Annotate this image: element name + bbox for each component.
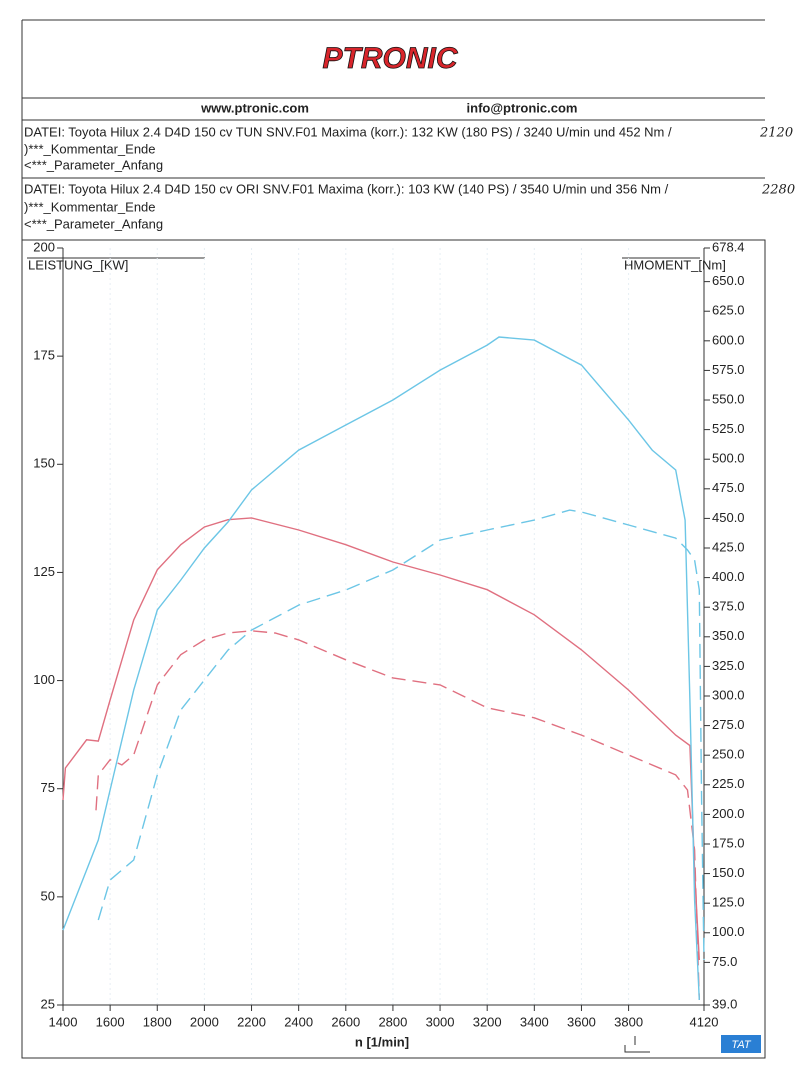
param: <***_Parameter_Anfang [24, 216, 163, 231]
power-torque-line [62, 517, 700, 961]
cursor-mark [624, 1036, 650, 1053]
badge-box [721, 1035, 761, 1053]
y2-tick-label: 425.0 [712, 539, 745, 554]
x-tick-label: 1400 [49, 1014, 78, 1029]
x-tick-label: 2200 [237, 1014, 266, 1029]
logo: PTRONIC [323, 42, 459, 75]
y2-tick-label: 100.0 [712, 924, 745, 939]
y-tick-label: 125 [33, 564, 55, 579]
y2-tick-label: 400.0 [712, 569, 745, 584]
x-tick-label: 3800 [614, 1014, 643, 1029]
y-tick-label: 175 [33, 348, 55, 363]
x-tick-label: 2400 [284, 1014, 313, 1029]
power-torque-line [97, 509, 705, 961]
y2-tick-label: 225.0 [712, 776, 745, 791]
y2-tick-label: 375.0 [712, 599, 745, 614]
handwritten-note: 2120 [759, 126, 793, 141]
x-tick-label: 1800 [143, 1014, 172, 1029]
y2-tick-label: 300.0 [712, 687, 745, 702]
chart-frame [21, 239, 766, 1059]
y-axis-title: LEISTUNG_[KW] [28, 257, 128, 272]
y2-tick-label: 39.0 [712, 996, 737, 1011]
y2-tick-label: 275.0 [712, 717, 745, 732]
y2-tick-label: 500.0 [712, 451, 745, 466]
file-line: DATEI: Toyota Hilux 2.4 D4D 150 cv ORI S… [24, 181, 669, 196]
y-tick-label: 50 [41, 888, 55, 903]
y2-tick-label: 150.0 [712, 865, 745, 880]
y2-tick-label: 650.0 [712, 273, 745, 288]
y2-tick-label: 325.0 [712, 658, 745, 673]
y2-tick-label: 75.0 [712, 954, 737, 969]
y-tick-label: 25 [41, 996, 55, 1011]
y2-tick-label: 350.0 [712, 628, 745, 643]
email: info@ptronic.com [467, 100, 578, 115]
x-tick-label: 3000 [426, 1014, 455, 1029]
x-tick-label: 2000 [190, 1014, 219, 1029]
x-axis-title: n [1/min] [355, 1034, 409, 1049]
y2-tick-label: 175.0 [712, 835, 745, 850]
y2-tick-label: 475.0 [712, 480, 745, 495]
x-tick-label: 3200 [473, 1014, 502, 1029]
y2-tick-label: 250.0 [712, 747, 745, 762]
y-tick-label: 150 [33, 456, 55, 471]
website: www.ptronic.com [200, 100, 309, 115]
y2-tick-label: 625.0 [712, 303, 745, 318]
comment: )***_Kommentar_Ende [24, 199, 156, 214]
handwritten-note: 2280 [761, 183, 795, 198]
y2-axis-title: HMOMENT_[Nm] [624, 257, 726, 272]
y-tick-label: 100 [33, 672, 55, 687]
power-torque-line [95, 630, 700, 1000]
x-tick-label: 2600 [331, 1014, 360, 1029]
badge: TAT [731, 1039, 751, 1051]
y2-tick-label: 125.0 [712, 895, 745, 910]
file-line: DATEI: Toyota Hilux 2.4 D4D 150 cv TUN S… [24, 124, 672, 139]
x-tick-label: 3400 [520, 1014, 549, 1029]
comment: )***_Kommentar_Ende [24, 141, 156, 156]
power-torque-line [62, 336, 700, 1001]
x-tick-label: 2800 [378, 1014, 407, 1029]
y2-tick-label: 200.0 [712, 806, 745, 821]
x-tick-label: 1600 [96, 1014, 125, 1029]
y-tick-label: 75 [41, 780, 55, 795]
y2-tick-label: 450.0 [712, 510, 745, 525]
y2-tick-label: 525.0 [712, 421, 745, 436]
y-tick-label: 200 [33, 239, 55, 254]
y2-tick-label: 678.4 [712, 239, 745, 254]
y2-tick-label: 550.0 [712, 391, 745, 406]
y2-tick-label: 600.0 [712, 332, 745, 347]
param: <***_Parameter_Anfang [24, 157, 163, 172]
y2-tick-label: 575.0 [712, 362, 745, 377]
x-tick-label: 4120 [690, 1014, 719, 1029]
x-tick-label: 3600 [567, 1014, 596, 1029]
